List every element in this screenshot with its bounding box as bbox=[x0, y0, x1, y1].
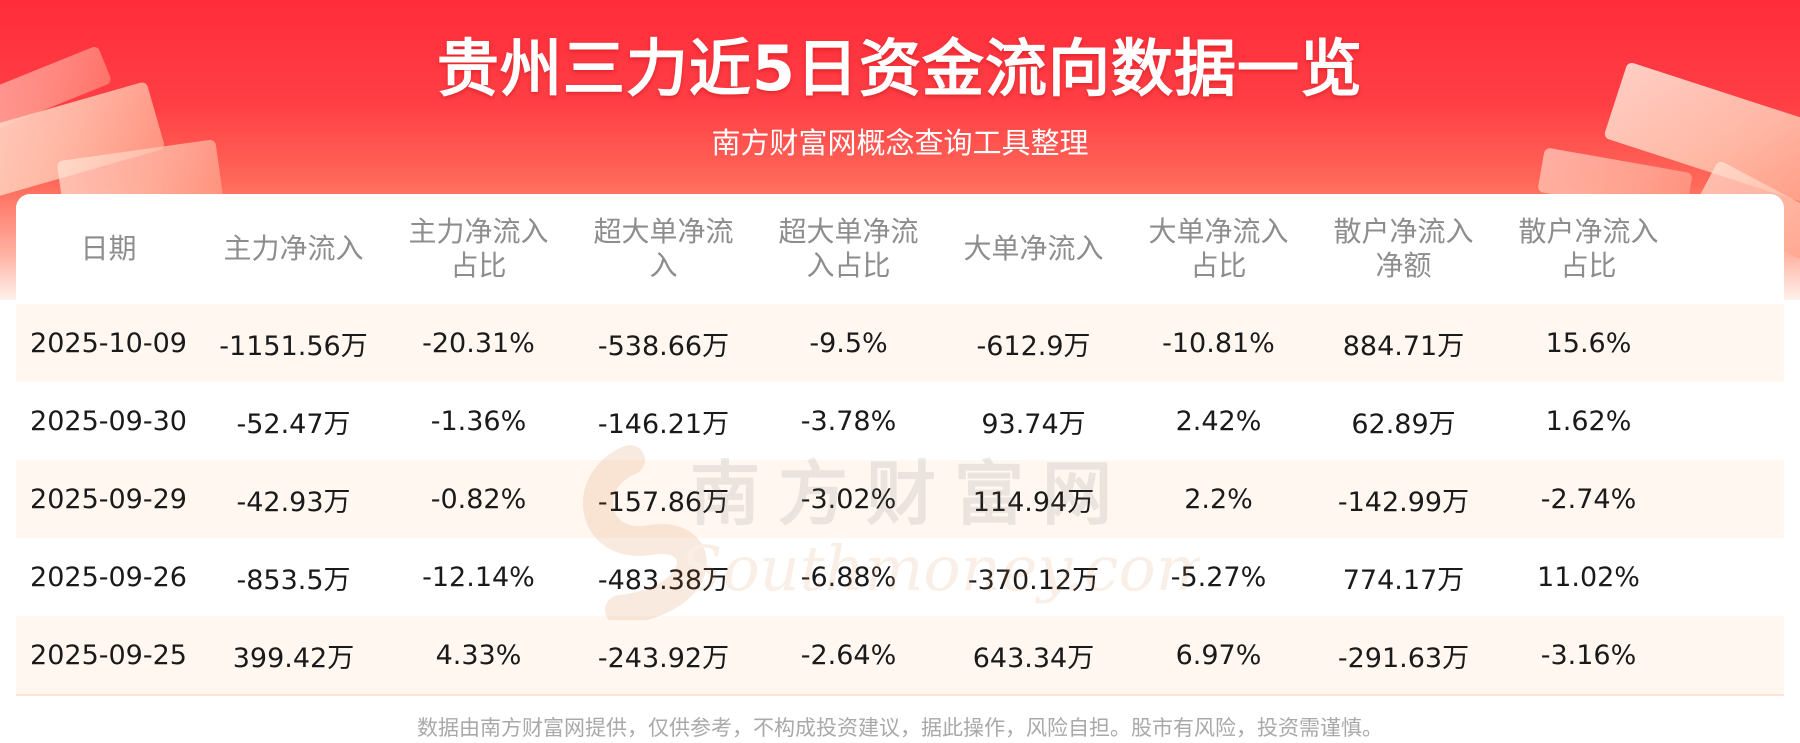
table-cell: -42.93万 bbox=[236, 486, 351, 518]
table-cell: 884.71万 bbox=[1342, 330, 1465, 362]
page-subtitle: 南方财富网概念查询工具整理 bbox=[711, 126, 1089, 160]
table-cell: 6.97% bbox=[1175, 639, 1262, 671]
table-cell: -2.64% bbox=[800, 639, 897, 671]
column-header-text: 超大单净流入 bbox=[593, 215, 733, 283]
table-row: 2025-09-29 -42.93万 -0.82% -157.86万 -3.02% 114… bbox=[16, 460, 1784, 538]
table-cell: 11.02% bbox=[1537, 561, 1640, 593]
table-cell: 1.62% bbox=[1545, 405, 1632, 437]
table-cell: -52.47万 bbox=[236, 408, 351, 440]
column-header-line: 占比 bbox=[1560, 249, 1617, 282]
column-header-line: 入占比 bbox=[806, 249, 891, 282]
column-header-text: 大单净流入 占比 bbox=[1148, 215, 1288, 283]
table-cell: -1.36% bbox=[430, 405, 527, 437]
column-header-line: 散户净流入 bbox=[1518, 215, 1659, 248]
row-date: 2025-09-30 bbox=[30, 405, 187, 437]
column-header: 超大单净流 入占比 bbox=[756, 194, 941, 304]
column-header-line: 主力净流入 bbox=[408, 215, 549, 248]
row-date: 2025-09-26 bbox=[30, 561, 187, 593]
page-title: 贵州三力近5日资金流向数据一览 bbox=[436, 32, 1364, 105]
row-date: 2025-09-29 bbox=[30, 483, 187, 515]
column-header: 大单净流入 bbox=[941, 194, 1126, 304]
column-header-line: 大单净流入 bbox=[963, 232, 1104, 265]
column-header: 散户净流入 占比 bbox=[1496, 194, 1681, 304]
table-row: 2025-09-25 399.42万 4.33% -243.92万 -2.64% 643.… bbox=[16, 616, 1784, 694]
column-header-text: 散户净流入 占比 bbox=[1518, 215, 1658, 283]
table-cell: -3.78% bbox=[800, 405, 897, 437]
table-cell: -370.12万 bbox=[967, 564, 1100, 596]
table-cell: -538.66万 bbox=[597, 330, 730, 362]
table-header: 日期 主力净流入 主力净流入 占比 超大单净流入超大单净流 入占比 大单净流入 大单净流入 占比… bbox=[16, 194, 1784, 304]
column-header-line: 净额 bbox=[1375, 249, 1432, 282]
column-header: 散户净流入 净额 bbox=[1311, 194, 1496, 304]
table-cell: -20.31% bbox=[422, 327, 535, 359]
table-cell: -853.5万 bbox=[236, 564, 351, 596]
column-header-line: 占比 bbox=[450, 249, 507, 282]
footer-divider bbox=[16, 694, 1784, 696]
table-cell: -6.88% bbox=[800, 561, 897, 593]
row-date: 2025-09-25 bbox=[30, 639, 187, 671]
table-cell: -2.74% bbox=[1540, 483, 1637, 515]
table-cell: 114.94万 bbox=[972, 486, 1095, 518]
table-cell: -0.82% bbox=[430, 483, 527, 515]
column-header-text: 大单净流入 bbox=[963, 232, 1103, 266]
column-header: 主力净流入 bbox=[201, 194, 386, 304]
table-cell: 15.6% bbox=[1545, 327, 1632, 359]
table-cell: 643.34万 bbox=[972, 642, 1095, 674]
table-cell: -3.16% bbox=[1540, 639, 1637, 671]
table-cell: 2.2% bbox=[1184, 483, 1253, 515]
table-cell: 399.42万 bbox=[232, 642, 355, 674]
table-cell: 774.17万 bbox=[1342, 564, 1465, 596]
column-header-line: 占比 bbox=[1190, 249, 1247, 282]
column-header-line: 超大单净流 bbox=[593, 215, 734, 248]
table-cell: -12.14% bbox=[422, 561, 535, 593]
table-cell: -146.21万 bbox=[597, 408, 730, 440]
table-row: 2025-09-26 -853.5万 -12.14% -483.38万 -6.88% -3… bbox=[16, 538, 1784, 616]
column-header-text: 散户净流入 净额 bbox=[1333, 215, 1473, 283]
column-header-text: 主力净流入 bbox=[223, 232, 363, 266]
footer-disclaimer: 数据由南方财富网提供，仅供参考，不构成投资建议，据此操作，风险自担。股市有风险，… bbox=[417, 716, 1383, 740]
table-cell: -9.5% bbox=[809, 327, 888, 359]
table-cell: -142.99万 bbox=[1337, 486, 1470, 518]
column-header-line: 超大单净流 bbox=[778, 215, 919, 248]
table-cell: -1151.56万 bbox=[219, 330, 368, 362]
table-cell: -157.86万 bbox=[597, 486, 730, 518]
column-header-line: 散户净流入 bbox=[1333, 215, 1474, 248]
row-date: 2025-10-09 bbox=[30, 327, 187, 359]
data-table-card: 日期 主力净流入 主力净流入 占比 超大单净流入超大单净流 入占比 大单净流入 大单净流入 占比… bbox=[16, 194, 1784, 694]
table-cell: -10.81% bbox=[1162, 327, 1275, 359]
column-header: 主力净流入 占比 bbox=[386, 194, 571, 304]
column-header: 日期 bbox=[16, 194, 201, 304]
table-cell: -243.92万 bbox=[597, 642, 730, 674]
table-cell: -5.27% bbox=[1170, 561, 1267, 593]
column-header-line: 大单净流入 bbox=[1148, 215, 1289, 248]
column-header: 大单净流入 占比 bbox=[1126, 194, 1311, 304]
table-cell: 62.89万 bbox=[1351, 408, 1456, 440]
table-cell: -612.9万 bbox=[976, 330, 1091, 362]
table-cell: 93.74万 bbox=[981, 408, 1086, 440]
column-header: 超大单净流入 bbox=[571, 194, 756, 304]
column-header-line: 日期 bbox=[80, 232, 137, 265]
table-row: 2025-10-09 -1151.56万 -20.31% -538.66万 -9.5% -… bbox=[16, 304, 1784, 382]
table-cell: 4.33% bbox=[435, 639, 522, 671]
table-cell: -3.02% bbox=[800, 483, 897, 515]
column-header-text: 日期 bbox=[80, 232, 136, 266]
table-row: 2025-09-30 -52.47万 -1.36% -146.21万 -3.78% 93.… bbox=[16, 382, 1784, 460]
table-body: 2025-10-09 -1151.56万 -20.31% -538.66万 -9.5% -… bbox=[16, 304, 1784, 694]
column-header-text: 超大单净流 入占比 bbox=[778, 215, 918, 283]
column-header-line: 主力净流入 bbox=[223, 232, 364, 265]
table-cell: 2.42% bbox=[1175, 405, 1262, 437]
column-header-text: 主力净流入 占比 bbox=[408, 215, 548, 283]
column-header-line: 入 bbox=[649, 249, 678, 282]
table-cell: -483.38万 bbox=[597, 564, 730, 596]
table-cell: -291.63万 bbox=[1337, 642, 1470, 674]
